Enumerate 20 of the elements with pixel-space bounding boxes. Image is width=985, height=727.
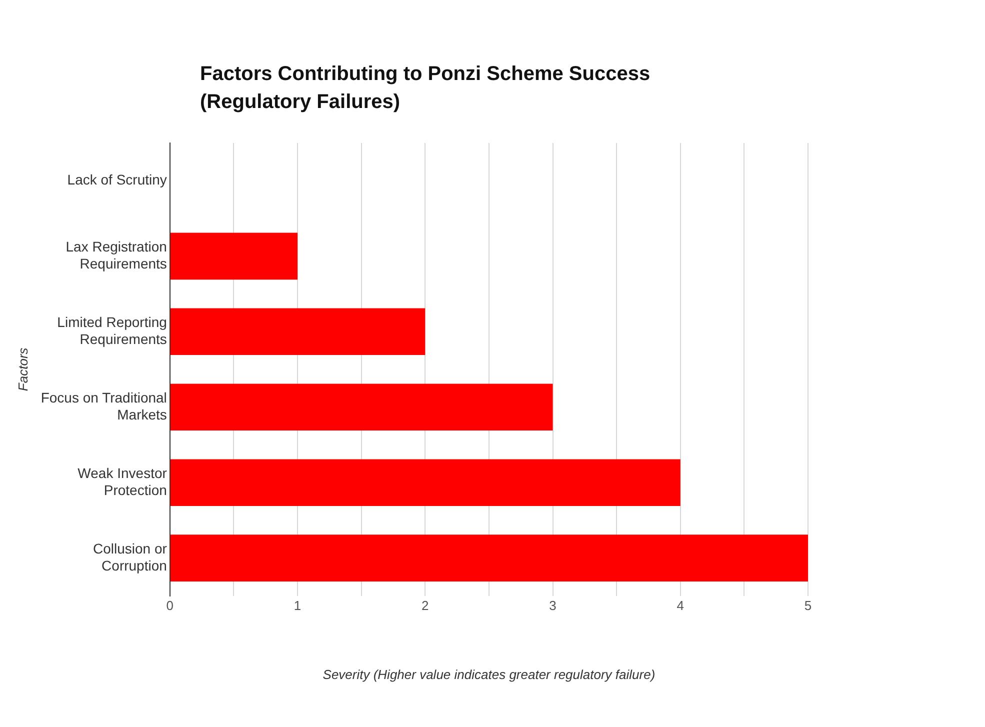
x-tick-label: 0: [166, 598, 174, 614]
x-axis-title: Severity (Higher value indicates greater regulatory failure): [322, 666, 656, 682]
y-tick-label: Lack of Scrutiny: [67, 172, 167, 188]
x-tick-label: 4: [676, 598, 684, 614]
y-tick-label: Weak Investor Protection: [78, 465, 168, 498]
bar: [170, 232, 298, 280]
bar: [170, 384, 553, 431]
bar: [170, 308, 426, 356]
y-tick-label: Lax Registration Requirements: [66, 238, 167, 272]
x-tick-label: 3: [549, 598, 556, 614]
y-axis-title: Factors: [15, 347, 30, 392]
x-tick-label: 1: [294, 598, 302, 614]
y-tick-label: Limited Reporting Requirements: [57, 314, 167, 347]
x-tick-label: 2: [422, 598, 429, 614]
x-tick-label: 5: [804, 598, 812, 614]
bar: [170, 534, 808, 582]
bar: [170, 459, 680, 506]
y-tick-label: Focus on Traditional Markets: [40, 390, 167, 422]
chart-title: Factors Contributing to Ponzi Scheme Success (Regulatory Failures): [200, 62, 652, 115]
y-tick-label: Collusion or Corruption: [92, 540, 168, 574]
